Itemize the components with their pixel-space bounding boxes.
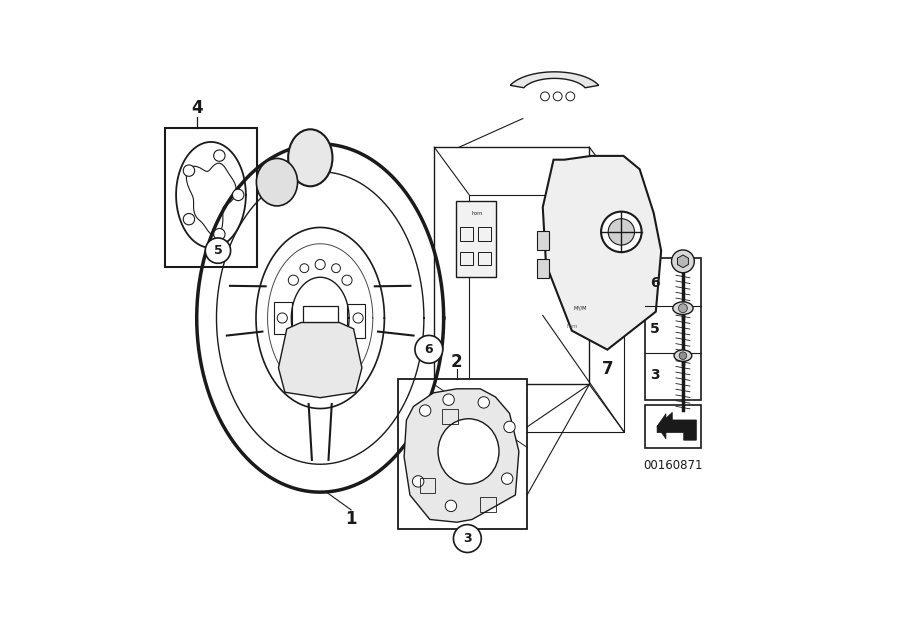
Bar xyxy=(537,259,549,279)
Bar xyxy=(645,404,701,448)
Circle shape xyxy=(342,275,352,286)
Circle shape xyxy=(342,350,352,361)
Circle shape xyxy=(300,264,309,273)
Circle shape xyxy=(601,212,642,252)
Circle shape xyxy=(608,219,634,245)
Circle shape xyxy=(232,189,244,200)
Circle shape xyxy=(680,352,687,359)
Circle shape xyxy=(501,473,513,485)
Ellipse shape xyxy=(673,302,693,315)
Circle shape xyxy=(288,350,299,361)
Polygon shape xyxy=(543,156,662,350)
Circle shape xyxy=(331,264,340,273)
Bar xyxy=(537,231,549,250)
Bar xyxy=(443,408,457,424)
Circle shape xyxy=(353,313,364,323)
Polygon shape xyxy=(510,72,598,88)
Text: M///M: M///M xyxy=(574,305,587,310)
Text: 7: 7 xyxy=(601,359,613,378)
Text: 6: 6 xyxy=(651,277,660,291)
Polygon shape xyxy=(678,255,688,268)
Bar xyxy=(460,251,473,265)
Polygon shape xyxy=(657,413,666,439)
Circle shape xyxy=(315,259,325,270)
Text: 1: 1 xyxy=(346,509,356,528)
Circle shape xyxy=(213,150,225,162)
Circle shape xyxy=(205,238,230,263)
Ellipse shape xyxy=(256,158,298,206)
Ellipse shape xyxy=(288,129,332,186)
Bar xyxy=(481,497,496,513)
Bar xyxy=(420,478,436,494)
Circle shape xyxy=(315,366,325,377)
Text: 3: 3 xyxy=(651,368,660,382)
Bar xyxy=(478,251,491,265)
Circle shape xyxy=(671,250,694,273)
Bar xyxy=(645,258,701,400)
Circle shape xyxy=(184,214,194,225)
Circle shape xyxy=(419,405,431,417)
Circle shape xyxy=(679,304,688,313)
Polygon shape xyxy=(278,322,362,398)
Text: horn: horn xyxy=(472,211,483,216)
Circle shape xyxy=(415,335,443,363)
Bar xyxy=(460,228,473,242)
Bar xyxy=(478,228,491,242)
Bar xyxy=(303,306,338,335)
Bar xyxy=(347,303,365,338)
Circle shape xyxy=(184,165,194,176)
Circle shape xyxy=(277,313,287,323)
Polygon shape xyxy=(657,412,697,440)
Circle shape xyxy=(412,476,424,487)
Text: 00160871: 00160871 xyxy=(644,459,703,472)
Bar xyxy=(165,128,256,267)
Circle shape xyxy=(213,228,225,240)
Circle shape xyxy=(478,397,490,408)
Text: 5: 5 xyxy=(650,322,660,336)
Text: 4: 4 xyxy=(192,99,203,117)
Polygon shape xyxy=(456,201,496,277)
Text: 6: 6 xyxy=(425,343,433,356)
Circle shape xyxy=(288,275,299,286)
Text: 3: 3 xyxy=(463,532,472,545)
Bar xyxy=(274,301,292,335)
Polygon shape xyxy=(404,389,519,522)
Circle shape xyxy=(504,421,515,432)
Text: 5: 5 xyxy=(213,244,222,257)
Ellipse shape xyxy=(438,418,499,484)
Ellipse shape xyxy=(674,350,692,361)
Circle shape xyxy=(443,394,454,405)
Text: 2: 2 xyxy=(451,352,463,371)
Circle shape xyxy=(446,500,456,511)
Text: horn: horn xyxy=(566,324,578,329)
Bar xyxy=(398,379,527,529)
Circle shape xyxy=(454,525,482,553)
